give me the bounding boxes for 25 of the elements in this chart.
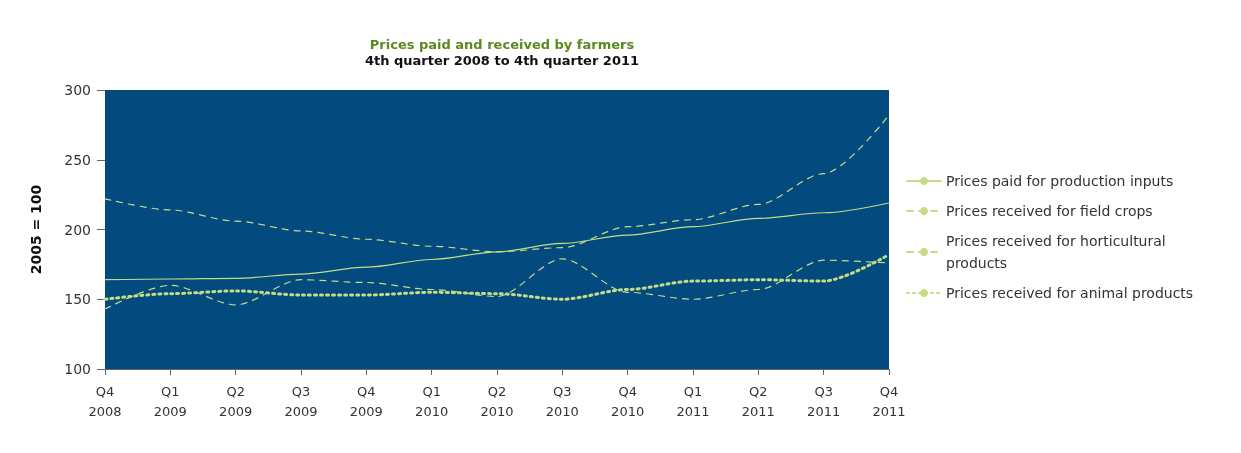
y-tick-label: 200 bbox=[64, 221, 91, 238]
y-axis-title: 2005 = 100 bbox=[28, 184, 44, 275]
x-tick-label: Q4 2011 bbox=[872, 383, 906, 419]
x-tick-label: Q1 2011 bbox=[676, 383, 710, 419]
x-tick-label: Q1 2010 bbox=[415, 383, 449, 419]
x-tick-label: Q2 2011 bbox=[741, 383, 775, 419]
chart-title: Prices paid and received by farmers bbox=[369, 37, 635, 52]
legend-label: Prices received for animal products bbox=[946, 285, 1194, 301]
x-tick-label: Q3 2010 bbox=[545, 383, 579, 419]
x-tick-label: Q4 2010 bbox=[611, 383, 645, 419]
legend-label: Prices received for horticultural products bbox=[946, 233, 1171, 271]
x-tick-label: Q3 2011 bbox=[807, 383, 841, 419]
chart-subtitle: 4th quarter 2008 to 4th quarter 2011 bbox=[364, 53, 640, 68]
x-tick-label: Q2 2010 bbox=[480, 383, 514, 419]
x-tick-label: Q1 2009 bbox=[153, 383, 187, 419]
y-tick-label: 250 bbox=[64, 151, 91, 168]
legend-label: Prices paid for production inputs bbox=[946, 173, 1174, 189]
x-tick-label: Q2 2009 bbox=[219, 383, 253, 419]
y-tick-label: 150 bbox=[64, 291, 91, 308]
y-tick-label: 100 bbox=[64, 361, 91, 377]
x-tick-label: Q3 2009 bbox=[284, 383, 318, 419]
legend-label: Prices received for field crops bbox=[946, 203, 1153, 219]
y-tick-label: 300 bbox=[64, 82, 91, 98]
x-tick-label: Q4 2008 bbox=[88, 383, 122, 419]
x-tick-label: Q4 2009 bbox=[349, 383, 383, 419]
